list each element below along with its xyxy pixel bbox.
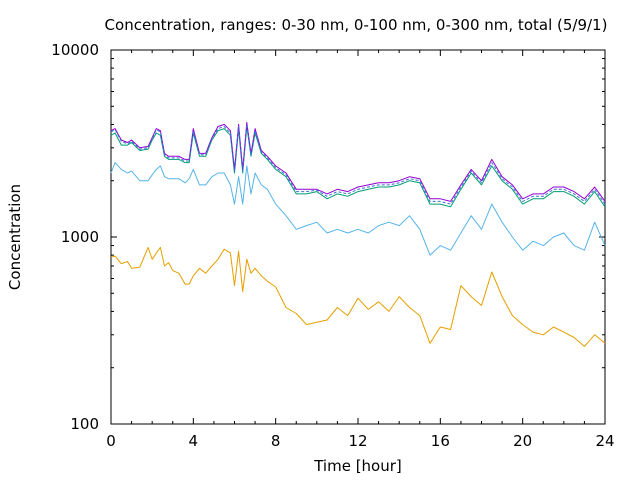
- x-tick-label: 12: [348, 432, 367, 450]
- x-tick-label: 0: [106, 432, 116, 450]
- x-tick-label: 16: [431, 432, 450, 450]
- x-tick-label: 8: [271, 432, 281, 450]
- x-tick-label: 24: [595, 432, 614, 450]
- x-tick-label: 20: [513, 432, 532, 450]
- y-axis-label: Concentration: [6, 184, 24, 290]
- y-tick-label: 1000: [61, 228, 99, 246]
- axis-ticks: [110, 50, 606, 425]
- series-line-4: [110, 121, 606, 202]
- chart-title: Concentration, ranges: 0-30 nm, 0-100 nm…: [105, 16, 608, 34]
- series-line-5: [110, 123, 606, 205]
- x-tick-label: 4: [189, 432, 199, 450]
- y-tick-label: 100: [70, 415, 99, 433]
- series-line-2: [110, 162, 606, 256]
- y-tick-labels: 100 1000 10000: [51, 41, 99, 433]
- x-axis-label: Time [hour]: [313, 457, 402, 475]
- series-lines: [110, 121, 606, 347]
- y-tick-label: 10000: [51, 41, 99, 59]
- series-line-1: [110, 246, 606, 347]
- series-line-3: [110, 126, 606, 208]
- plot-frame: [110, 49, 606, 425]
- x-tick-labels: 0 4 8 12 16 20 24: [106, 432, 614, 450]
